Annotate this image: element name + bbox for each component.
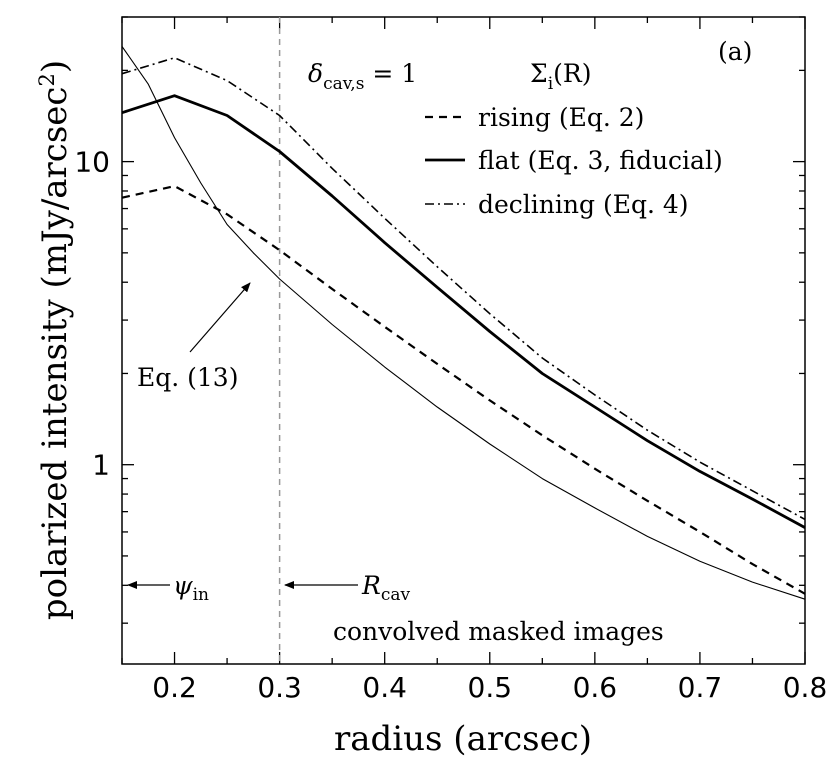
legend-label-declining: declining (Eq. 4) — [478, 190, 689, 219]
x-tick-label: 0.8 — [783, 671, 828, 704]
legend: rising (Eq. 2) flat (Eq. 3, fiducial) de… — [425, 103, 723, 219]
series-line-dashdot — [121, 57, 806, 521]
y-axis-title: polarized intensity (mJy/arcsec2) — [35, 60, 75, 620]
y-axis-ticks: 1 10 — [74, 16, 805, 624]
x-axis-ticks: 0.2 0.3 0.4 0.5 0.6 0.7 0.8 — [121, 17, 828, 704]
series-line-dashed — [121, 185, 806, 595]
panel-label: (a) — [718, 37, 752, 66]
legend-title: Σi(R) — [530, 59, 591, 94]
x-axis-title: radius (arcsec) — [334, 719, 592, 759]
psi-in-label: ψin — [173, 571, 209, 605]
series-lines — [121, 46, 806, 600]
eq13-arrow — [189, 282, 251, 353]
x-tick-label: 0.7 — [678, 671, 723, 704]
y-tick-label: 1 — [92, 449, 110, 482]
series-line-solid-thin — [121, 46, 806, 600]
legend-label-flat: flat (Eq. 3, fiducial) — [478, 146, 723, 175]
plot-frame — [121, 16, 806, 665]
legend-label-rising: rising (Eq. 2) — [478, 103, 644, 132]
r-cav-label: Rcav — [361, 571, 410, 605]
delta-cav-label: δcav,s = 1 — [308, 59, 417, 94]
series-line-solid-thick — [121, 94, 806, 529]
x-tick-label: 0.5 — [468, 671, 513, 704]
y-tick-label: 10 — [74, 146, 110, 179]
x-tick-label: 0.2 — [152, 671, 197, 704]
eq13-label: Eq. (13) — [137, 363, 238, 392]
x-tick-label: 0.6 — [573, 671, 618, 704]
x-tick-label: 0.3 — [257, 671, 302, 704]
footer-annotation: convolved masked images — [333, 617, 664, 646]
x-tick-label: 0.4 — [362, 671, 407, 704]
